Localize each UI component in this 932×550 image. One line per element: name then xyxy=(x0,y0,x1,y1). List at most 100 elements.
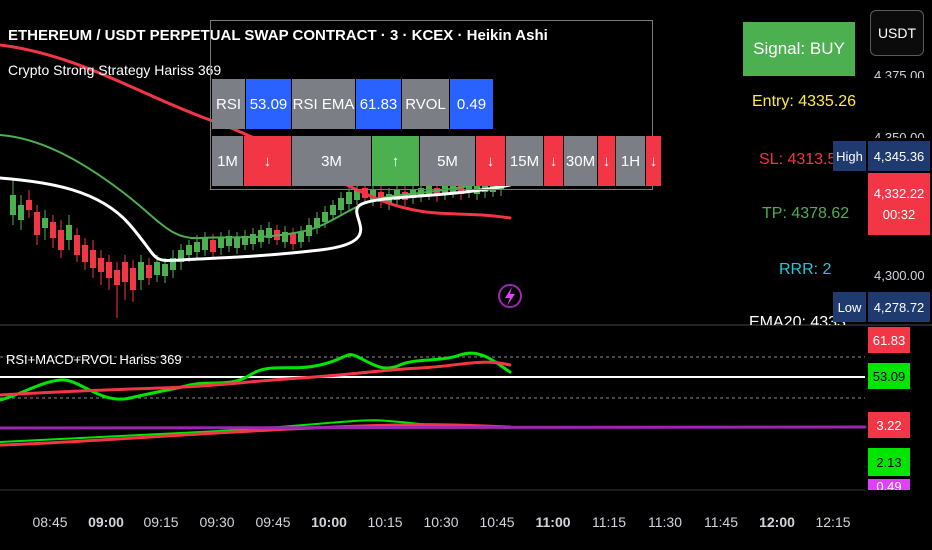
timeframe-cell-7: ↓ xyxy=(544,136,564,186)
current-price: 4,332.22 xyxy=(873,186,925,201)
candle-body xyxy=(282,232,288,242)
candle-body xyxy=(266,228,272,238)
price-label-4375: 4,375.00 xyxy=(874,68,925,78)
rsi-ema-tag: 61.83 xyxy=(868,327,910,353)
low-tag-value: 4,278.72 xyxy=(868,292,930,322)
candle-body xyxy=(346,192,352,204)
candle-body xyxy=(154,262,160,275)
candle-body xyxy=(458,186,464,194)
timeframe-cell-1: ↓ xyxy=(244,136,292,186)
time-label-4: 09:45 xyxy=(255,514,291,530)
candle-body xyxy=(34,212,40,235)
candle-body xyxy=(178,250,184,262)
candle-body xyxy=(26,200,32,210)
candle-body xyxy=(226,236,232,246)
candle-body xyxy=(42,218,48,228)
candle-body xyxy=(66,225,72,240)
stop-loss: SL: 4313.59 xyxy=(759,151,846,168)
green-moving-average xyxy=(0,134,511,240)
candle-body xyxy=(370,190,376,200)
take-profit: TP: 4378.62 xyxy=(762,205,850,222)
time-label-7: 10:30 xyxy=(423,514,459,530)
timeframe-cell-3: ↑ xyxy=(372,136,420,186)
time-label-11: 11:30 xyxy=(648,514,682,530)
candle-body xyxy=(210,240,216,252)
chart-title: ETHEREUM / USDT PERPETUAL SWAP CONTRACT … xyxy=(8,27,548,44)
indicator-lines-group xyxy=(0,351,867,447)
metrics-cell-5: 0.49 xyxy=(450,79,494,129)
time-label-12: 11:45 xyxy=(704,514,738,530)
high-tag-value: 4,345.36 xyxy=(868,141,930,171)
price-label-4350: 4,350.00 xyxy=(874,130,925,138)
timeframe-cell-6: 15M xyxy=(506,136,544,186)
candle-body xyxy=(50,222,56,238)
candle-body xyxy=(218,238,224,248)
candle-body xyxy=(234,238,240,248)
time-label-9: 11:00 xyxy=(535,514,571,530)
time-label-1: 09:00 xyxy=(88,514,124,530)
candle-body xyxy=(434,188,440,196)
timeframe-cell-5: ↓ xyxy=(476,136,506,186)
candle-body xyxy=(170,258,176,270)
macd-signal-line xyxy=(0,423,512,447)
rsi-ema-line xyxy=(0,360,512,397)
info-panel-outline xyxy=(210,20,653,190)
candle-body xyxy=(82,245,88,262)
candle-body xyxy=(90,250,96,268)
candle-body xyxy=(162,264,168,276)
candle-body xyxy=(202,238,208,250)
candle-body xyxy=(338,198,344,210)
ema20-line xyxy=(0,176,512,262)
time-label-13: 12:00 xyxy=(759,514,795,530)
candle-body xyxy=(194,242,200,252)
time-label-5: 10:00 xyxy=(311,514,347,530)
timeframe-cell-9: ↓ xyxy=(598,136,616,186)
strategy-name[interactable]: Crypto Strong Strategy Hariss 369 xyxy=(8,62,222,78)
metrics-cell-4: RVOL xyxy=(402,79,450,129)
signal-badge: Signal: BUY xyxy=(743,22,855,76)
ema-value: EMA20: 4333 xyxy=(749,314,846,325)
time-label-0: 08:45 xyxy=(32,514,68,530)
candle-body xyxy=(122,262,128,282)
candle-body xyxy=(98,258,104,272)
candle-body xyxy=(18,205,24,220)
rsi-line xyxy=(0,351,512,402)
metrics-cell-0: RSI xyxy=(212,79,246,129)
rvol-line xyxy=(0,425,867,430)
candle-body xyxy=(426,186,432,194)
entry-price: Entry: 4335.26 xyxy=(752,93,857,110)
high-tag-label: High xyxy=(833,141,866,171)
timeframe-cell-0: 1M xyxy=(212,136,244,186)
macd-tag-2: 2.13 xyxy=(868,448,910,476)
candle-body xyxy=(290,234,296,244)
time-label-2: 09:15 xyxy=(143,514,179,530)
currency-button[interactable]: USDT xyxy=(870,10,924,56)
time-label-14: 12:15 xyxy=(815,514,851,530)
risk-reward-ratio: RRR: 2 xyxy=(779,261,832,278)
candles-group xyxy=(10,178,504,318)
price-label-4300: 4,300.00 xyxy=(874,268,925,283)
candle-body xyxy=(242,236,248,245)
metrics-cell-3: 61.83 xyxy=(356,79,402,129)
timeframe-cell-11: ↓ xyxy=(646,136,662,186)
bar-countdown: 00:32 xyxy=(882,207,916,222)
candle-body xyxy=(146,265,152,278)
candle-body xyxy=(106,262,112,278)
candle-body xyxy=(10,195,16,215)
candle-body xyxy=(58,230,64,250)
candle-body xyxy=(354,190,360,200)
candle-body xyxy=(298,232,304,242)
timeframe-cell-10: 1H xyxy=(616,136,646,186)
candle-body xyxy=(186,245,192,255)
macd-tag-3: 0.49 xyxy=(868,479,910,490)
lightning-icon[interactable] xyxy=(498,284,522,308)
rsi-tag: 53.09 xyxy=(868,363,910,389)
candle-body xyxy=(314,218,320,228)
candle-body xyxy=(74,235,80,255)
time-label-10: 11:15 xyxy=(592,514,626,530)
time-label-8: 10:45 xyxy=(479,514,515,530)
indicator-name[interactable]: RSI+MACD+RVOL Hariss 369 xyxy=(6,352,182,367)
candle-body xyxy=(322,212,328,222)
timeframe-cell-4: 5M xyxy=(420,136,476,186)
candle-body xyxy=(466,184,472,192)
